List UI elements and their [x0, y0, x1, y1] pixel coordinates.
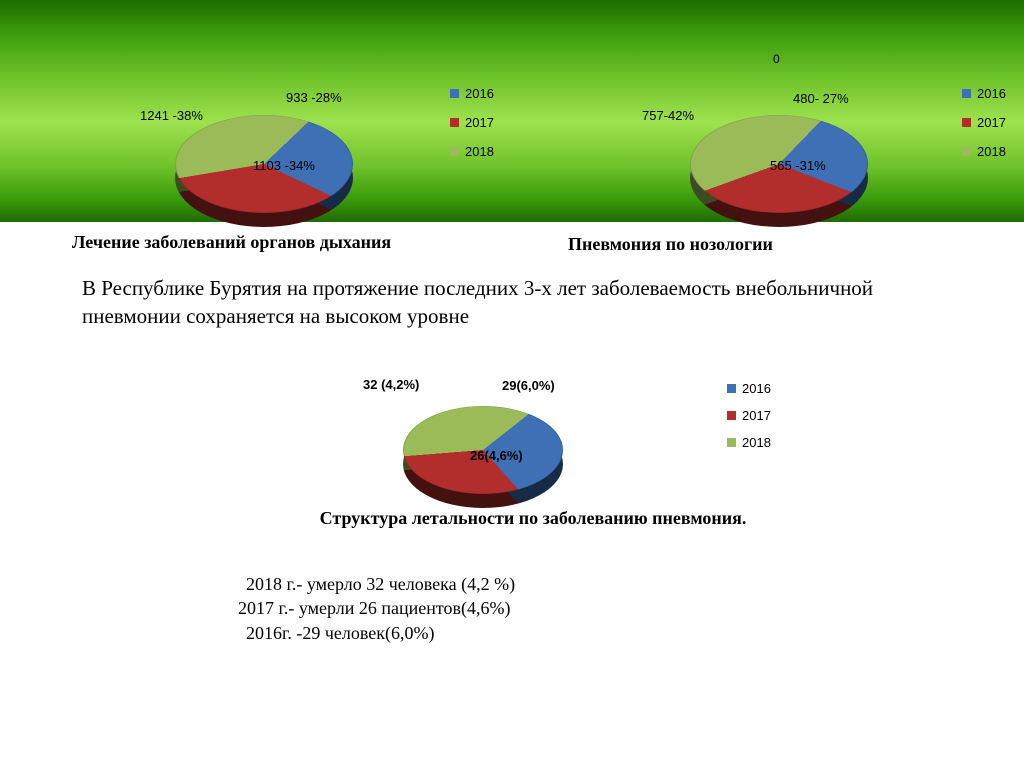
stats-block: 2018 г.- умерло 32 человека (4,2 %) 2017…: [246, 572, 515, 645]
legend-2016: 2016: [465, 86, 494, 101]
chart2-label-2018: 757-42%: [642, 108, 694, 123]
chart3-label-2016: 29(6,0%): [502, 378, 555, 393]
chart2-center-label: 0: [773, 52, 780, 66]
legend-chart3: 2016 2017 2018: [727, 381, 771, 450]
legend-chart2: 2016 2017 2018: [962, 86, 1006, 159]
chart2-title: Пневмония по нозологии: [568, 234, 773, 255]
chart2-label-2016: 480- 27%: [793, 91, 849, 106]
chart1-label-2017: 1103 -34%: [253, 158, 315, 173]
green-banner: 933 -28% 1103 -34% 1241 -38% 2016 2017 2…: [0, 0, 1024, 222]
chart1-label-2016: 933 -28%: [286, 90, 342, 105]
chart1-title: Лечение заболеваний органов дыхания: [72, 232, 391, 253]
paragraph: В Республике Бурятия на протяжение после…: [82, 274, 902, 331]
stat-line-2: 2017 г.- умерли 26 пациентов(4,6%): [238, 596, 515, 620]
chart3-title: Структура летальности по заболеванию пне…: [283, 508, 783, 529]
stat-line-3: 2016г. -29 человек(6,0%): [246, 621, 515, 645]
stat-line-1: 2018 г.- умерло 32 человека (4,2 %): [246, 572, 515, 596]
chart3-label-2018: 32 (4,2%): [363, 377, 419, 392]
chart2-label-2017: 565 -31%: [770, 158, 826, 173]
chart1-label-2018: 1241 -38%: [140, 108, 203, 123]
chart3-label-2017: 26(4,6%): [470, 448, 523, 463]
legend-2018: 2018: [465, 144, 494, 159]
legend-chart1: 2016 2017 2018: [450, 86, 494, 159]
legend-2017: 2017: [465, 115, 494, 130]
